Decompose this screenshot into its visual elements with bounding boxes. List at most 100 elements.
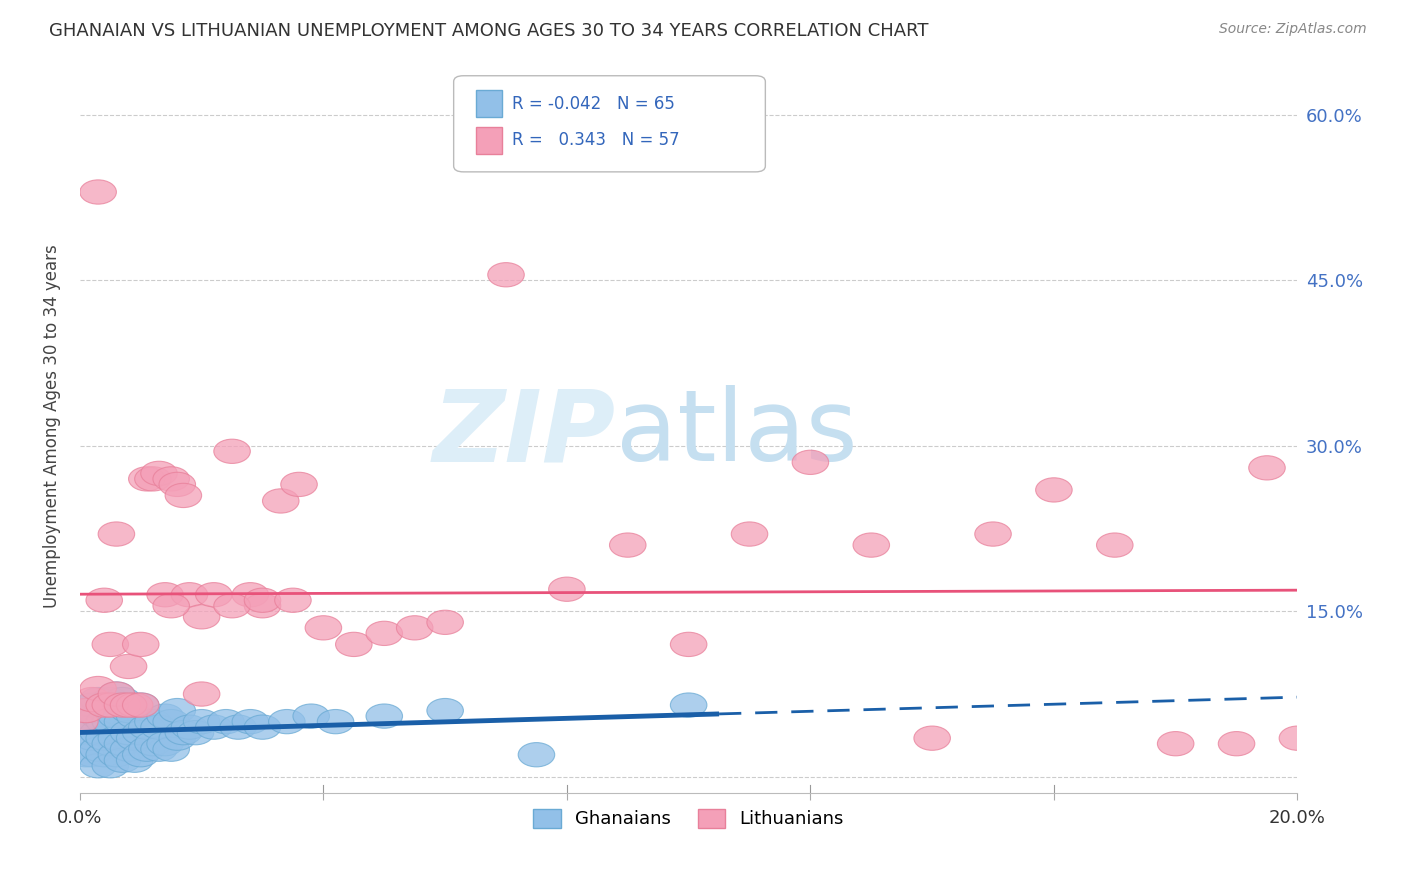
Text: Source: ZipAtlas.com: Source: ZipAtlas.com [1219, 22, 1367, 37]
Ellipse shape [1249, 456, 1285, 480]
Ellipse shape [117, 693, 153, 717]
Ellipse shape [974, 522, 1011, 546]
Ellipse shape [141, 461, 177, 485]
Ellipse shape [232, 582, 269, 607]
Ellipse shape [98, 726, 135, 750]
Ellipse shape [91, 693, 128, 717]
Ellipse shape [245, 594, 281, 618]
Ellipse shape [128, 467, 165, 491]
Ellipse shape [263, 489, 299, 513]
Ellipse shape [122, 632, 159, 657]
Ellipse shape [427, 610, 464, 634]
Ellipse shape [86, 743, 122, 767]
Ellipse shape [122, 693, 159, 717]
Ellipse shape [62, 709, 98, 734]
Ellipse shape [172, 715, 208, 739]
Ellipse shape [98, 681, 135, 706]
Ellipse shape [91, 632, 128, 657]
FancyBboxPatch shape [475, 127, 502, 153]
Text: R =   0.343   N = 57: R = 0.343 N = 57 [512, 131, 679, 149]
Ellipse shape [91, 688, 128, 712]
Ellipse shape [86, 709, 122, 734]
Ellipse shape [80, 676, 117, 700]
Ellipse shape [671, 632, 707, 657]
Ellipse shape [135, 731, 172, 756]
Ellipse shape [153, 737, 190, 762]
Ellipse shape [1279, 726, 1316, 750]
Ellipse shape [104, 748, 141, 772]
Text: atlas: atlas [616, 385, 858, 483]
Ellipse shape [488, 262, 524, 287]
Ellipse shape [214, 594, 250, 618]
Text: GHANAIAN VS LITHUANIAN UNEMPLOYMENT AMONG AGES 30 TO 34 YEARS CORRELATION CHART: GHANAIAN VS LITHUANIAN UNEMPLOYMENT AMON… [49, 22, 929, 40]
Ellipse shape [1157, 731, 1194, 756]
Ellipse shape [731, 522, 768, 546]
Ellipse shape [336, 632, 373, 657]
Ellipse shape [80, 737, 117, 762]
Ellipse shape [67, 698, 104, 723]
Ellipse shape [91, 709, 128, 734]
Ellipse shape [305, 615, 342, 640]
Ellipse shape [183, 709, 219, 734]
Ellipse shape [159, 472, 195, 497]
Ellipse shape [269, 709, 305, 734]
Ellipse shape [91, 731, 128, 756]
Ellipse shape [128, 737, 165, 762]
Ellipse shape [135, 709, 172, 734]
Ellipse shape [117, 704, 153, 728]
Ellipse shape [73, 709, 110, 734]
Ellipse shape [67, 721, 104, 745]
Ellipse shape [110, 737, 146, 762]
Ellipse shape [80, 721, 117, 745]
Y-axis label: Unemployment Among Ages 30 to 34 years: Unemployment Among Ages 30 to 34 years [44, 244, 60, 608]
Ellipse shape [122, 721, 159, 745]
Ellipse shape [86, 693, 122, 717]
Ellipse shape [80, 688, 117, 712]
Ellipse shape [610, 533, 645, 558]
Ellipse shape [195, 582, 232, 607]
Ellipse shape [122, 693, 159, 717]
Ellipse shape [548, 577, 585, 601]
Ellipse shape [80, 704, 117, 728]
Ellipse shape [159, 698, 195, 723]
Ellipse shape [146, 731, 183, 756]
Ellipse shape [318, 709, 354, 734]
Ellipse shape [146, 704, 183, 728]
Ellipse shape [86, 588, 122, 613]
Ellipse shape [86, 693, 122, 717]
Ellipse shape [1097, 533, 1133, 558]
Ellipse shape [80, 754, 117, 778]
Ellipse shape [792, 450, 828, 475]
Ellipse shape [153, 594, 190, 618]
Ellipse shape [159, 726, 195, 750]
Ellipse shape [274, 588, 311, 613]
Ellipse shape [245, 715, 281, 739]
Ellipse shape [73, 743, 110, 767]
Ellipse shape [91, 754, 128, 778]
Ellipse shape [73, 726, 110, 750]
Ellipse shape [98, 522, 135, 546]
FancyBboxPatch shape [454, 76, 765, 172]
Ellipse shape [122, 743, 159, 767]
Ellipse shape [853, 533, 890, 558]
Legend: Ghanaians, Lithuanians: Ghanaians, Lithuanians [526, 802, 851, 836]
Ellipse shape [172, 582, 208, 607]
Ellipse shape [104, 688, 141, 712]
Ellipse shape [519, 743, 555, 767]
Ellipse shape [208, 709, 245, 734]
Ellipse shape [110, 693, 146, 717]
Ellipse shape [219, 715, 256, 739]
Ellipse shape [183, 605, 219, 629]
Ellipse shape [153, 467, 190, 491]
Ellipse shape [366, 621, 402, 646]
FancyBboxPatch shape [475, 90, 502, 117]
Ellipse shape [135, 467, 172, 491]
Ellipse shape [165, 721, 201, 745]
Ellipse shape [110, 721, 146, 745]
Ellipse shape [195, 715, 232, 739]
Text: ZIP: ZIP [433, 385, 616, 483]
Ellipse shape [98, 743, 135, 767]
Ellipse shape [146, 582, 183, 607]
Ellipse shape [141, 737, 177, 762]
Ellipse shape [104, 709, 141, 734]
